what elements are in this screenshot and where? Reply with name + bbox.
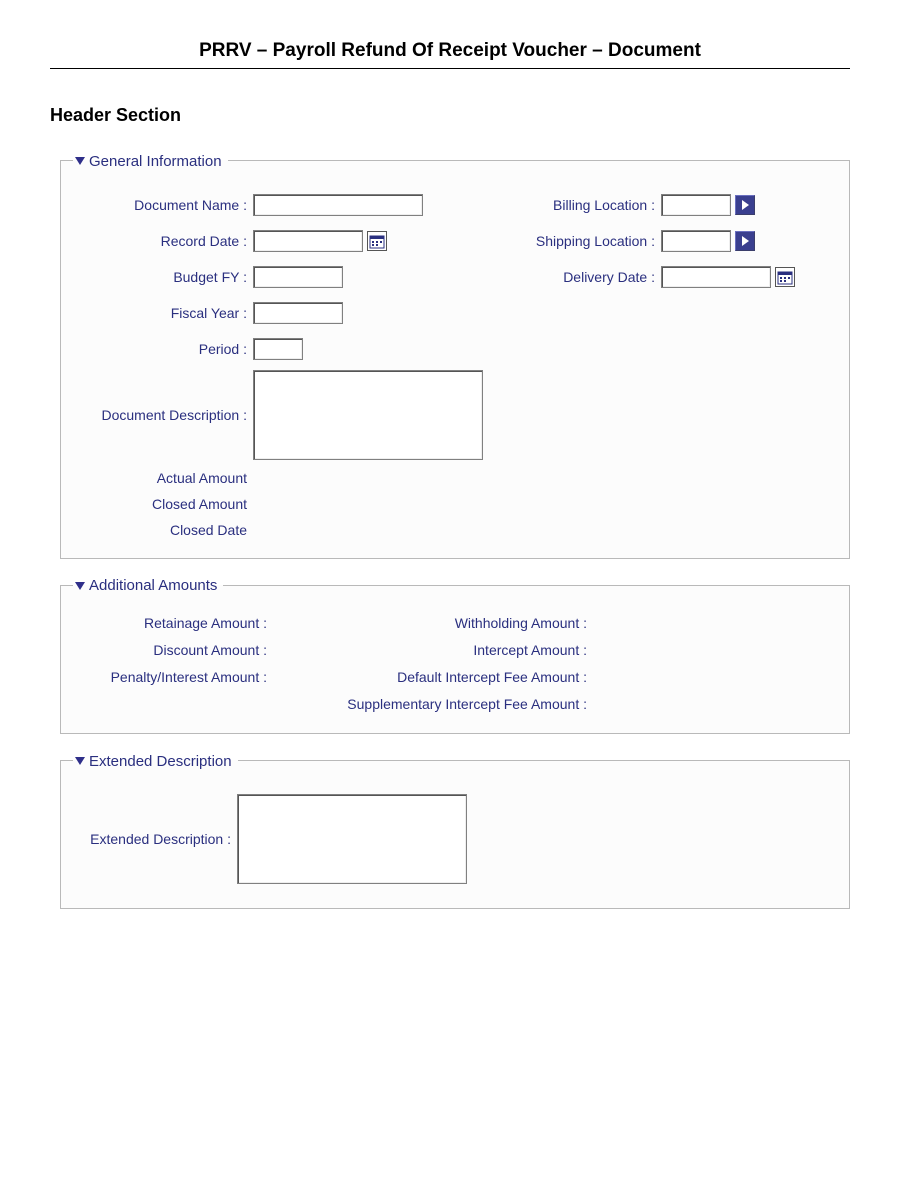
record-date-input[interactable] — [253, 230, 363, 252]
closed-amount-label: Closed Amount — [73, 496, 253, 512]
collapse-icon[interactable] — [75, 582, 85, 590]
collapse-icon[interactable] — [75, 757, 85, 765]
fiscal-year-label: Fiscal Year : — [73, 305, 253, 321]
calendar-icon[interactable] — [367, 231, 387, 251]
billing-location-input[interactable] — [661, 194, 731, 216]
panel-title: Additional Amounts — [89, 577, 217, 594]
supplementary-intercept-fee-label: Supplementary Intercept Fee Amount : — [313, 696, 593, 712]
collapse-icon[interactable] — [75, 157, 85, 165]
document-name-input[interactable] — [253, 194, 423, 216]
shipping-location-input[interactable] — [661, 230, 731, 252]
default-intercept-fee-label: Default Intercept Fee Amount : — [313, 669, 593, 685]
document-description-label: Document Description : — [73, 407, 253, 423]
penalty-interest-amount-label: Penalty/Interest Amount : — [73, 669, 273, 685]
lookup-icon[interactable] — [735, 195, 755, 215]
delivery-date-input[interactable] — [661, 266, 771, 288]
section-heading: Header Section — [50, 105, 850, 126]
closed-date-label: Closed Date — [73, 522, 253, 538]
page-title: PRRV – Payroll Refund Of Receipt Voucher… — [50, 40, 850, 69]
lookup-icon[interactable] — [735, 231, 755, 251]
panel-extended-description: Extended Description Extended Descriptio… — [60, 752, 850, 909]
panel-additional-amounts: Additional Amounts Retainage Amount : Di… — [60, 577, 850, 735]
document-description-textarea[interactable] — [253, 370, 483, 460]
record-date-label: Record Date : — [73, 233, 253, 249]
delivery-date-label: Delivery Date : — [511, 269, 661, 285]
document-name-label: Document Name : — [73, 197, 253, 213]
retainage-amount-label: Retainage Amount : — [73, 615, 273, 631]
actual-amount-label: Actual Amount — [73, 470, 253, 486]
period-input[interactable] — [253, 338, 303, 360]
extended-description-label: Extended Description : — [77, 831, 237, 847]
panel-title: Extended Description — [89, 753, 232, 770]
period-label: Period : — [73, 341, 253, 357]
extended-description-textarea[interactable] — [237, 794, 467, 884]
shipping-location-label: Shipping Location : — [511, 233, 661, 249]
budget-fy-input[interactable] — [253, 266, 343, 288]
panel-title: General Information — [89, 153, 222, 170]
fiscal-year-input[interactable] — [253, 302, 343, 324]
panel-general-information: General Information Document Name : Reco… — [60, 152, 850, 559]
calendar-icon[interactable] — [775, 267, 795, 287]
discount-amount-label: Discount Amount : — [73, 642, 273, 658]
budget-fy-label: Budget FY : — [73, 269, 253, 285]
withholding-amount-label: Withholding Amount : — [313, 615, 593, 631]
intercept-amount-label: Intercept Amount : — [313, 642, 593, 658]
billing-location-label: Billing Location : — [511, 197, 661, 213]
